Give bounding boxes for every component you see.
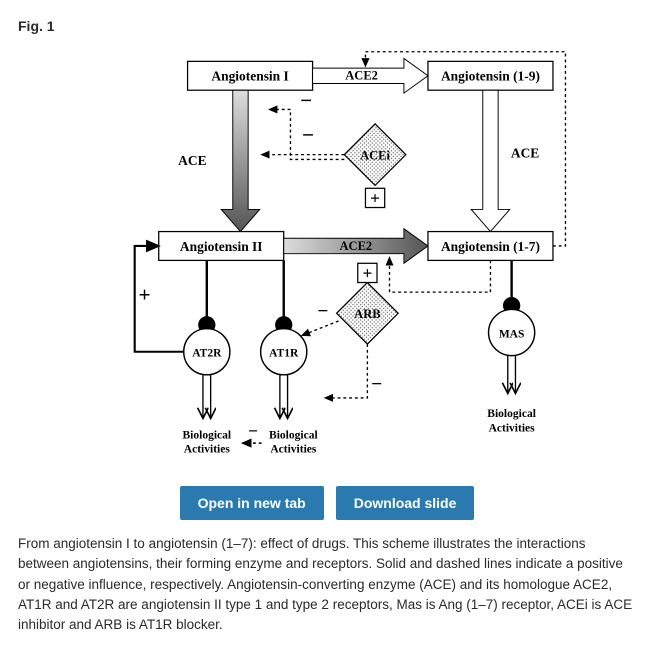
label-ang17: Angiotensin (1-7): [441, 239, 540, 254]
label-at2r: AT2R: [192, 348, 222, 360]
bio-label: Biological: [487, 408, 536, 420]
plus-box-1: +: [365, 188, 384, 207]
edge-arb-to-at1r: [302, 321, 339, 335]
label-acei: ACEi: [360, 148, 390, 162]
label-ace-left: ACE: [178, 153, 206, 168]
label-ang2: Angiotensin II: [180, 239, 263, 254]
label-ace2-top: ACE2: [345, 69, 378, 83]
box-angiotensin-1-9: Angiotensin (1-9): [428, 61, 553, 90]
label-arb: ARB: [354, 307, 380, 321]
bio-label: Biological: [269, 429, 318, 441]
box-angiotensin-i: Angiotensin I: [188, 61, 313, 90]
label-mas: MAS: [499, 328, 525, 340]
arrow-ace-left: ACE: [178, 90, 260, 231]
open-new-tab-button[interactable]: Open in new tab: [180, 486, 324, 520]
minus-icon: −: [317, 301, 328, 322]
label-ace2-mid: ACE2: [340, 239, 373, 253]
bio-label: Biological: [182, 429, 231, 441]
receptor-mas: MAS Biological Activities: [487, 260, 536, 434]
receptor-at1r: AT1R Biological Activities: [261, 260, 318, 455]
download-slide-button[interactable]: Download slide: [336, 486, 475, 520]
label-ace-right: ACE: [511, 146, 539, 161]
plus-icon: +: [139, 283, 151, 307]
figure-label: Fig. 1: [18, 18, 636, 34]
arrow-ace-right: ACE: [471, 90, 539, 231]
label-ang1: Angiotensin I: [211, 69, 288, 84]
svg-text:+: +: [362, 264, 372, 283]
flowchart-diagram: Angiotensin I Angiotensin (1-9) Angioten…: [77, 44, 577, 472]
box-angiotensin-ii: Angiotensin II: [159, 232, 284, 261]
label-ang19: Angiotensin (1-9): [441, 69, 540, 84]
diamond-acei: ACEi: [344, 124, 406, 186]
plus-box-2: +: [358, 263, 377, 282]
box-angiotensin-1-7: Angiotensin (1-7): [428, 232, 553, 261]
arrow-ace2-top: ACE2: [313, 58, 428, 93]
button-row: Open in new tab Download slide: [18, 486, 636, 520]
arrow-ace2-mid: ACE2: [284, 229, 428, 264]
minus-icon: −: [300, 89, 312, 113]
bio-label: Activities: [184, 444, 231, 456]
bio-label: Activities: [270, 444, 317, 456]
receptor-at2r: AT2R Biological Activities: [182, 260, 231, 455]
svg-text:+: +: [370, 189, 380, 208]
label-at1r: AT1R: [269, 348, 299, 360]
minus-icon: −: [371, 374, 382, 395]
bio-label: Activities: [489, 423, 536, 435]
figure-caption: From angiotensin I to angiotensin (1–7):…: [18, 534, 636, 635]
edge-arb-to-bio: [325, 344, 367, 398]
minus-icon: −: [302, 123, 314, 147]
diagram-container: Angiotensin I Angiotensin (1-9) Angioten…: [18, 44, 636, 472]
minus-icon: −: [248, 421, 258, 440]
